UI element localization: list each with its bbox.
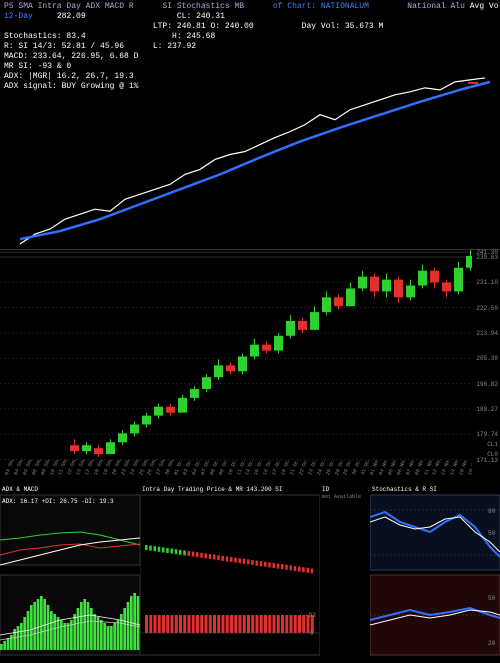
svg-text:20: 20 bbox=[488, 640, 496, 647]
svg-text:-93: -93 bbox=[305, 612, 316, 619]
svg-text:0: 0 bbox=[310, 630, 314, 637]
id-na-panel: ID Not Available bbox=[320, 485, 370, 660]
id-na: Not Available bbox=[322, 494, 361, 500]
stoch-val: Stochastics: 83.4 bbox=[4, 32, 86, 41]
low-val: L: 237.92 bbox=[153, 42, 196, 51]
intraday-panel: Intra Day Trading Price & MR 143.200 SI … bbox=[140, 485, 320, 660]
adx-macd-panel: ADX & MACD ADX: 16.17 +DI: 26.75 -DI: 19… bbox=[0, 485, 140, 660]
cl-val: CL: 240.31 bbox=[177, 12, 225, 21]
svg-text:50: 50 bbox=[488, 530, 496, 537]
high-val: H: 245.68 bbox=[172, 32, 215, 41]
sma-line-chart bbox=[0, 60, 500, 250]
candle-y-axis: 171.13179.74188.27196.82205.38213.94222.… bbox=[472, 250, 500, 460]
days-label: 12-Day bbox=[4, 12, 33, 21]
national-label: National Alu bbox=[407, 2, 465, 11]
bottom-panels: ADX & MACD ADX: 16.17 +DI: 26.75 -DI: 19… bbox=[0, 485, 500, 660]
svg-text:ADX: 16.17 +DI: 26.75 -DI: 19.: ADX: 16.17 +DI: 26.75 -DI: 19.3 bbox=[2, 498, 114, 505]
days-val: 282.09 bbox=[57, 12, 86, 21]
stoch-rsi-panel: Stochastics & R SI 80 50 50 20 bbox=[370, 485, 500, 660]
intra-title: Intra Day Trading Price & MR 143.200 SI bbox=[142, 486, 282, 493]
adx-title: ADX & MACD bbox=[2, 486, 38, 493]
r-line: R: SI 14/3: 52.81 / 45.96 bbox=[4, 42, 124, 51]
candlestick-chart bbox=[0, 250, 472, 460]
id-label: ID bbox=[322, 486, 329, 493]
day-vol: Day Vol: 35.673 M bbox=[302, 22, 384, 31]
ltp-val: LTP: 240.81 O: 240.00 bbox=[153, 22, 254, 31]
header-block: P5 SMA Intra Day ADX MACD R SI Stochasti… bbox=[0, 0, 500, 60]
svg-text:80: 80 bbox=[488, 508, 496, 515]
indicator-list-1: P5 SMA Intra Day ADX MACD R bbox=[4, 2, 134, 11]
date-axis: 03 Sep04 Sep05 Sep06 Sep09 Sep10 Sep11 S… bbox=[0, 460, 472, 482]
stoch-title: Stochastics & R SI bbox=[372, 486, 437, 493]
avg-vol: Avg Vol: 16.771 M bbox=[470, 2, 500, 11]
ticker-label: of Chart: NATIONALUM bbox=[273, 2, 369, 11]
svg-text:50: 50 bbox=[488, 595, 496, 602]
indicator-list-2: SI Stochastics MB bbox=[162, 2, 244, 11]
